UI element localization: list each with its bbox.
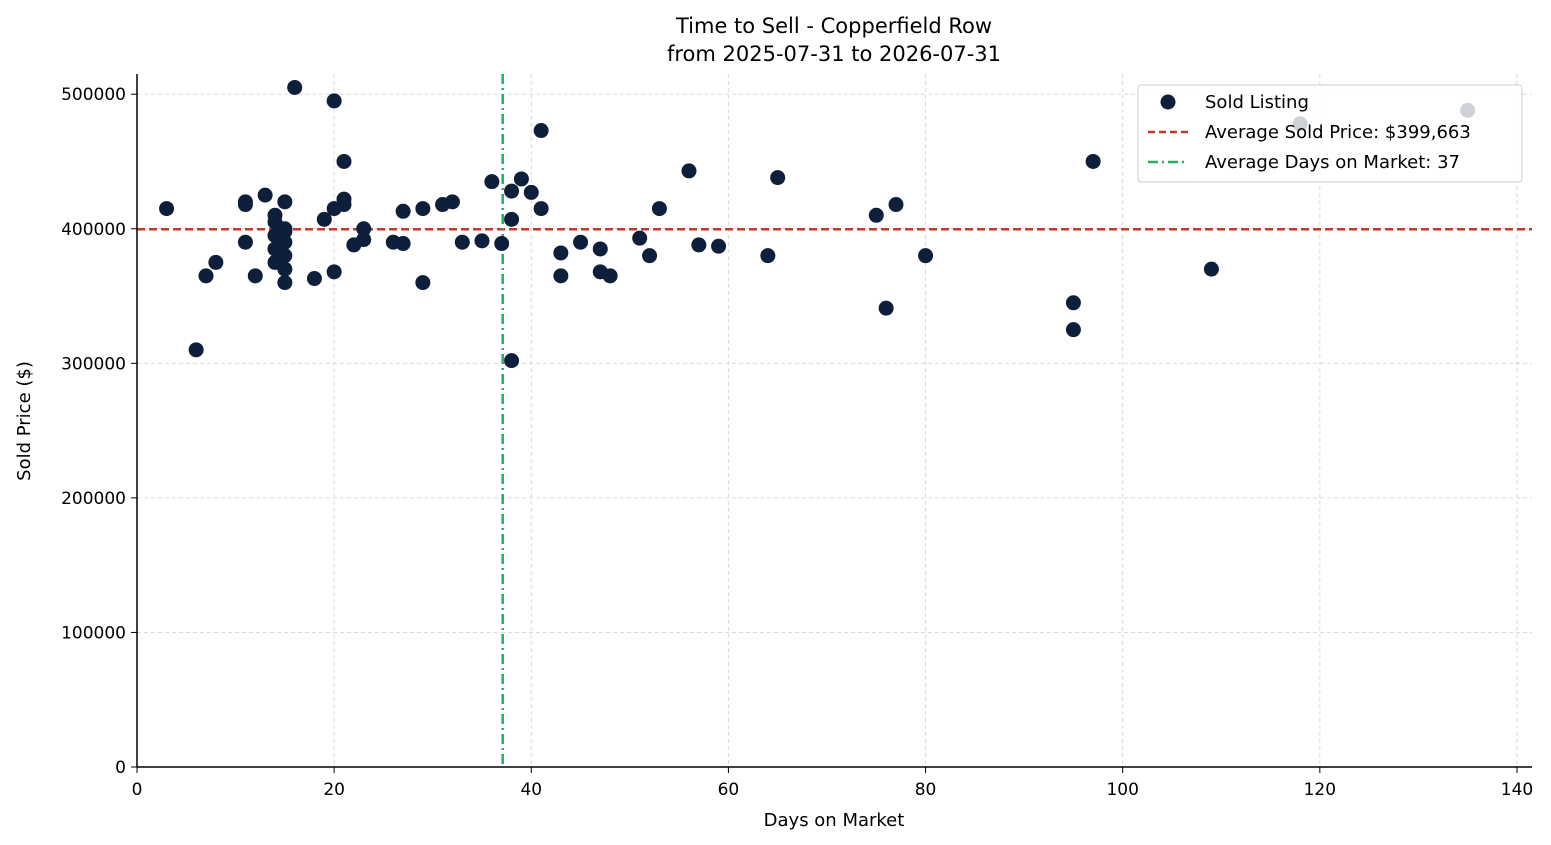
- data-point: [257, 187, 273, 203]
- data-point: [188, 342, 204, 358]
- data-point: [159, 201, 175, 217]
- y-tick-label: 300000: [61, 354, 126, 374]
- data-point: [1203, 261, 1219, 277]
- data-point: [395, 203, 411, 219]
- y-tick-label: 100000: [61, 623, 126, 643]
- data-point: [356, 221, 372, 237]
- data-point: [484, 174, 500, 190]
- legend-label-sold-listing: Sold Listing: [1205, 92, 1309, 113]
- x-tick-label: 60: [718, 780, 740, 800]
- data-point: [691, 237, 707, 253]
- data-point: [592, 241, 608, 257]
- data-point: [395, 236, 411, 252]
- data-point: [651, 201, 667, 217]
- legend-marker-sold-listing: [1160, 94, 1176, 110]
- data-point: [356, 232, 372, 248]
- x-tick-label: 80: [915, 780, 937, 800]
- y-tick-label: 0: [115, 758, 126, 778]
- data-point: [208, 254, 224, 270]
- data-point: [287, 79, 303, 95]
- data-point: [277, 234, 293, 250]
- data-point: [868, 207, 884, 223]
- data-point: [415, 201, 431, 217]
- data-point: [573, 234, 589, 250]
- x-tick-label: 100: [1106, 780, 1138, 800]
- data-point: [711, 238, 727, 254]
- tick-labels: 0 20 40 60 80 100 120 140 0 100000 200000 300000 400…: [61, 85, 1533, 800]
- data-point: [504, 211, 520, 227]
- data-point: [277, 223, 293, 239]
- data-point: [454, 234, 470, 250]
- data-point: [415, 275, 431, 291]
- data-point: [1065, 322, 1081, 338]
- data-point: [316, 211, 332, 227]
- data-point: [1085, 153, 1101, 169]
- data-point: [504, 353, 520, 369]
- legend: Sold Listing Average Sold Price: $399,66…: [1137, 84, 1523, 183]
- chart-title: Time to Sell - Copperfield Row: [675, 14, 992, 38]
- data-point: [1065, 295, 1081, 311]
- data-point: [198, 268, 214, 284]
- data-point: [533, 123, 549, 139]
- data-point: [504, 183, 520, 199]
- data-point: [277, 275, 293, 291]
- data-point: [918, 248, 934, 264]
- data-point: [770, 170, 786, 186]
- data-point: [336, 197, 352, 213]
- data-point: [642, 248, 658, 264]
- x-tick-label: 40: [520, 780, 542, 800]
- data-point: [336, 153, 352, 169]
- legend-label-avg-price: Average Sold Price: $399,663: [1205, 122, 1471, 143]
- data-point: [760, 248, 776, 264]
- y-tick-label: 400000: [61, 220, 126, 240]
- data-point: [494, 236, 510, 252]
- x-tick-label: 140: [1501, 780, 1533, 800]
- data-point: [237, 234, 253, 250]
- x-tick-label: 20: [323, 780, 345, 800]
- data-point: [513, 171, 529, 187]
- data-point: [277, 261, 293, 277]
- data-point: [523, 184, 539, 200]
- x-tick-label: 120: [1304, 780, 1336, 800]
- data-point: [277, 248, 293, 264]
- chart-subtitle: from 2025-07-31 to 2026-07-31: [667, 42, 1001, 66]
- y-tick-label: 500000: [61, 85, 126, 105]
- legend-label-avg-days: Average Days on Market: 37: [1205, 152, 1460, 173]
- x-axis-label: Days on Market: [764, 810, 905, 831]
- y-axis-label: Sold Price ($): [14, 361, 35, 481]
- legend-box: [1137, 84, 1523, 183]
- data-point: [681, 163, 697, 179]
- data-point: [553, 268, 569, 284]
- x-tick-label: 0: [132, 780, 143, 800]
- data-point: [237, 197, 253, 213]
- y-tick-label: 200000: [61, 489, 126, 509]
- data-point: [632, 230, 648, 246]
- data-point: [277, 194, 293, 210]
- axes: [131, 74, 1532, 773]
- data-point: [878, 300, 894, 316]
- data-point: [326, 93, 342, 109]
- data-point: [888, 197, 904, 213]
- data-point: [533, 201, 549, 217]
- data-point: [553, 245, 569, 261]
- data-point: [306, 271, 322, 287]
- data-point: [602, 268, 618, 284]
- data-point: [326, 264, 342, 280]
- data-point: [444, 194, 460, 210]
- data-point: [247, 268, 263, 284]
- data-point: [474, 233, 490, 249]
